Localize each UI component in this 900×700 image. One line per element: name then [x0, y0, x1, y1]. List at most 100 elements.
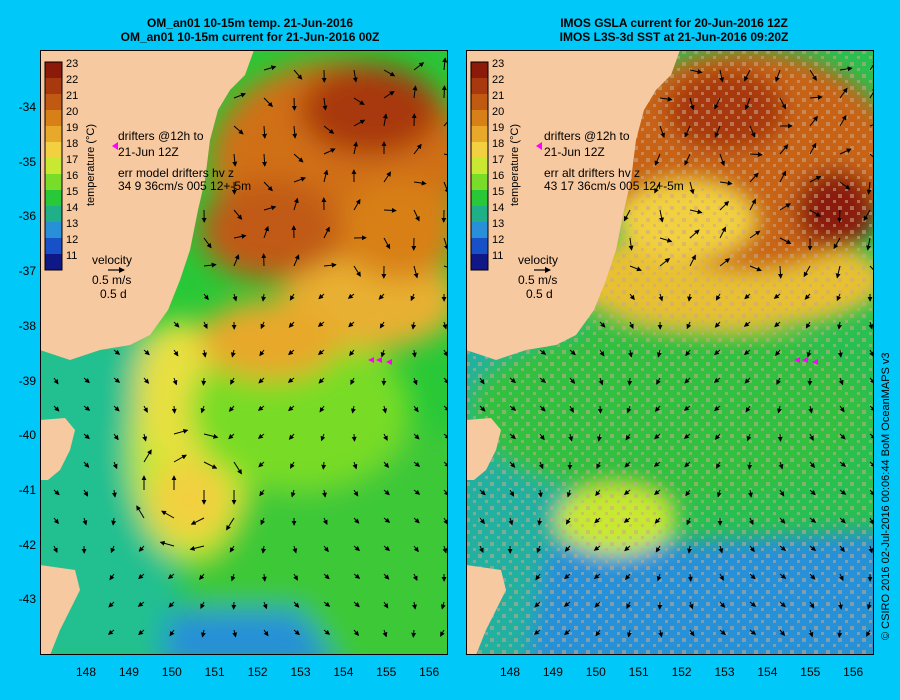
current-vector-arrow: [718, 545, 724, 554]
current-vector-arrow: [539, 349, 547, 355]
current-vector-arrow: [383, 69, 396, 77]
current-vector-arrow: [233, 92, 246, 99]
current-vector-arrow: [749, 230, 761, 239]
left-land-mainland: [40, 50, 254, 360]
current-vector-arrow: [260, 321, 266, 330]
current-vector-arrow: [779, 144, 789, 155]
credit-text: © CSIRO 2016 02-Jul-2016 00:06:44 BoM Oc…: [880, 352, 892, 640]
colorbar-tick-label: 12: [492, 234, 504, 246]
current-vector-arrow: [109, 573, 115, 581]
current-vector-arrow: [293, 197, 299, 211]
current-vector-arrow: [230, 573, 236, 582]
current-vector-arrow: [743, 349, 751, 356]
current-vector-arrow: [809, 601, 815, 609]
current-vector-arrow: [654, 517, 661, 524]
current-vector-arrow: [323, 545, 329, 553]
current-vector-arrow: [412, 601, 417, 610]
current-vector-arrow: [382, 405, 388, 414]
current-vector-arrow: [323, 629, 331, 635]
left-title-line2: OM_an01 10-15m current for 21-Jun-2016 0…: [120, 30, 380, 44]
current-vector-arrow: [383, 90, 395, 99]
current-vector-arrow: [353, 198, 361, 211]
current-vector-arrow: [714, 405, 721, 412]
current-vector-arrow: [714, 97, 721, 110]
current-vector-arrow: [383, 433, 388, 441]
current-vector-arrow: [113, 433, 119, 441]
current-vector-arrow: [837, 209, 843, 223]
left-map-svg: 23 22 21 20 19 18 17 16 15 14 13 12 11 temperature (…: [40, 50, 448, 655]
current-vector-arrow: [623, 517, 631, 523]
current-vector-arrow: [659, 96, 673, 102]
current-vector-arrow: [563, 601, 571, 607]
current-vector-arrow: [413, 489, 421, 495]
longitude-tick-label: 149: [542, 665, 563, 679]
current-vector-arrow: [413, 405, 419, 413]
current-vector-arrow: [383, 237, 391, 250]
current-vector-arrow: [564, 629, 571, 636]
longitude-tick-label: 149: [118, 665, 139, 679]
current-vector-arrow: [597, 433, 602, 442]
current-vector-arrow: [594, 517, 601, 524]
current-vector-arrow: [535, 573, 541, 581]
current-vector-arrow: [778, 461, 784, 470]
current-vector-arrow: [383, 545, 391, 552]
current-vector-arrow: [809, 69, 817, 81]
current-vector-arrow: [509, 433, 516, 440]
current-vector-arrow: [624, 461, 631, 468]
current-vector-arrow: [808, 629, 814, 638]
current-vector-arrow: [107, 629, 115, 635]
current-vector-arrow: [809, 94, 823, 100]
current-vector-arrow: [203, 461, 218, 469]
current-vector-arrow: [564, 573, 571, 580]
current-vector-arrow: [261, 545, 267, 554]
current-vector-arrow: [719, 226, 726, 239]
current-vector-arrow: [687, 293, 693, 302]
current-vector-arrow: [383, 573, 390, 580]
current-vector-arrow: [413, 209, 420, 222]
right-velocity-scale: 0.5 m/s: [518, 273, 557, 287]
right-land-mainland: [466, 50, 680, 360]
current-vector-arrow: [321, 461, 327, 470]
current-vector-arrow: [293, 573, 298, 581]
right-drifters-line2: 21-Jun 12Z: [544, 145, 605, 159]
current-vector-arrow: [809, 433, 814, 441]
current-vector-arrow: [200, 601, 205, 609]
current-vector-arrow: [715, 293, 721, 301]
current-vector-arrow: [839, 433, 846, 440]
current-vector-arrow: [597, 405, 603, 414]
current-vector-arrow: [658, 293, 664, 302]
latitude-tick-label: -35: [18, 154, 36, 169]
current-vector-arrow: [656, 573, 662, 582]
colorbar-swatch: [471, 254, 488, 270]
colorbar-swatch: [471, 142, 488, 158]
colorbar-swatch: [471, 238, 488, 254]
current-vector-arrow: [626, 601, 631, 609]
right-land-flinders-island: [466, 418, 501, 480]
current-vector-arrow: [748, 517, 754, 526]
current-vector-arrow: [317, 349, 325, 356]
current-vector-arrow: [199, 573, 205, 581]
current-vector-arrow: [288, 405, 295, 412]
current-vector-arrow: [776, 377, 781, 385]
current-vector-arrow: [442, 321, 448, 330]
current-vector-arrow: [232, 293, 238, 302]
current-vector-arrow: [744, 293, 751, 300]
current-vector-arrow: [168, 601, 175, 608]
current-vector-arrow: [189, 545, 205, 551]
current-vector-arrow: [686, 321, 692, 330]
current-vector-arrow: [287, 377, 295, 383]
current-vector-arrow: [319, 405, 325, 413]
current-vector-arrow: [626, 405, 632, 414]
current-vector-arrow: [776, 405, 782, 414]
current-vector-arrow: [629, 321, 634, 330]
current-vector-arrow: [749, 172, 759, 183]
current-vector-arrow: [383, 517, 391, 523]
current-vector-arrow: [835, 265, 841, 279]
current-vector-arrow: [809, 461, 816, 469]
current-vector-arrow: [866, 181, 872, 195]
current-vector-arrow: [714, 321, 721, 328]
current-vector-arrow: [353, 629, 360, 637]
right-colorbar-label: temperature (°C): [509, 124, 521, 206]
current-vector-arrow: [137, 601, 145, 607]
left-legend: drifters @12h to 21-Jun 12Z err model dr…: [92, 129, 251, 301]
